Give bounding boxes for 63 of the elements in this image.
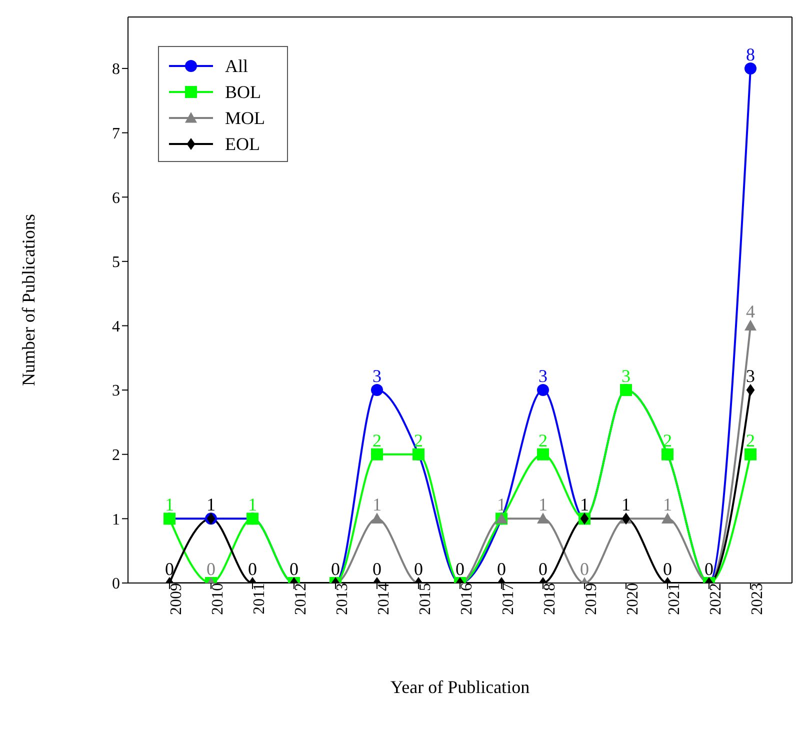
y-tick-label: 7 xyxy=(112,125,120,142)
data-label: 1 xyxy=(165,494,174,515)
y-axis-title: Number of Publications xyxy=(18,214,38,386)
legend-label: BOL xyxy=(225,82,261,102)
y-tick-label: 5 xyxy=(112,254,120,272)
x-tick-label: 2018 xyxy=(541,583,558,615)
data-label: 0 xyxy=(414,559,423,579)
data-label: 0 xyxy=(663,559,672,579)
x-tick-label: 2010 xyxy=(209,583,226,615)
y-tick-label: 3 xyxy=(112,382,120,400)
data-label: 3 xyxy=(622,366,630,386)
data-label: 0 xyxy=(206,559,216,579)
data-label: 0 xyxy=(580,559,589,579)
data-label: 0 xyxy=(538,559,548,579)
data-label: 3 xyxy=(538,366,548,386)
data-label: 2 xyxy=(663,430,672,450)
data-label: 1 xyxy=(372,494,382,515)
data-label: 0 xyxy=(704,559,714,579)
x-tick-label: 2023 xyxy=(748,583,766,615)
x-tick-label: 2012 xyxy=(292,583,310,615)
data-label: 0 xyxy=(248,559,257,579)
y-tick-label: 1 xyxy=(112,511,120,528)
x-tick-label: 2019 xyxy=(582,583,600,615)
data-label: 1 xyxy=(622,494,630,515)
x-tick-label: 2015 xyxy=(416,583,434,615)
x-tick-label: 2011 xyxy=(250,583,268,614)
data-label: 2 xyxy=(414,430,423,450)
data-label: 2 xyxy=(538,430,548,450)
data-label: 4 xyxy=(746,302,755,322)
data-label: 2 xyxy=(746,430,755,450)
data-label: 1 xyxy=(663,494,672,515)
data-label: 3 xyxy=(372,366,382,386)
x-tick-label: 2017 xyxy=(500,583,517,615)
data-label: 1 xyxy=(248,494,257,515)
y-tick-label: 0 xyxy=(112,576,120,593)
data-label: 0 xyxy=(497,559,506,579)
data-label: 3 xyxy=(746,366,755,386)
x-tick-label: 2013 xyxy=(334,583,351,615)
x-tick-label: 2022 xyxy=(707,583,724,615)
y-tick-label: 8 xyxy=(112,61,120,78)
legend-label: MOL xyxy=(225,108,265,128)
data-label: 1 xyxy=(497,494,506,515)
y-tick-label: 2 xyxy=(112,447,120,464)
legend-label: EOL xyxy=(225,134,260,154)
x-axis-title: Year of Publication xyxy=(390,677,530,697)
y-tick-label: 4 xyxy=(112,318,120,336)
x-tick-label: 2021 xyxy=(666,583,683,615)
data-label: 0 xyxy=(331,559,340,579)
data-label: 1 xyxy=(206,494,216,515)
data-label: 0 xyxy=(290,559,298,579)
data-label: 2 xyxy=(372,430,382,450)
x-tick-label: 2014 xyxy=(375,583,392,615)
x-tick-label: 2020 xyxy=(624,583,642,615)
x-tick-label: 2016 xyxy=(458,583,476,615)
data-label: 1 xyxy=(580,494,589,515)
data-label: 0 xyxy=(456,559,464,579)
data-label: 1 xyxy=(538,494,548,515)
legend-label: All xyxy=(225,56,248,76)
data-label: 0 xyxy=(165,559,174,579)
data-label: 0 xyxy=(372,559,382,579)
data-label: 8 xyxy=(746,44,755,64)
y-tick-label: 6 xyxy=(112,190,120,207)
x-tick-label: 2009 xyxy=(168,583,185,615)
